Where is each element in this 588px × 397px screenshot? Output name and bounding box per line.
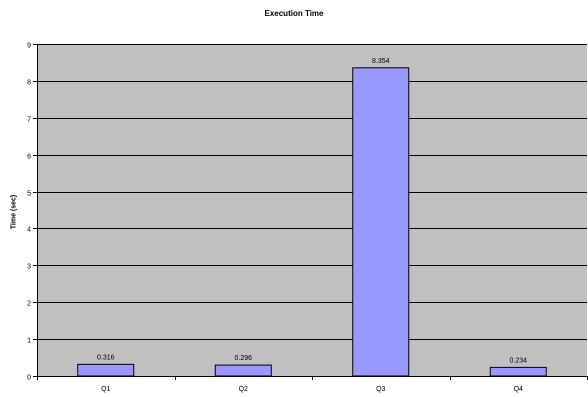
bar-q1 (77, 363, 135, 377)
x-tick-label: Q1 (101, 386, 110, 393)
data-labels: 0.316 0.296 8.354 0.234 (97, 58, 527, 365)
data-label: 0.316 (97, 354, 115, 361)
y-tick-label: 4 (27, 227, 31, 234)
y-tick-label: 8 (27, 80, 31, 87)
data-label: 0.234 (509, 357, 527, 364)
bar-q4 (489, 366, 547, 377)
y-tick-label: 1 (27, 338, 31, 345)
axes: 0 1 2 3 4 5 6 7 8 9 Q1 Q2 Q3 Q4 (27, 43, 588, 393)
y-tick-label: 6 (27, 154, 31, 161)
y-tick-label: 5 (27, 191, 31, 198)
y-tick-label: 3 (27, 264, 31, 271)
bar-q2 (214, 364, 272, 377)
x-tick-label: Q2 (239, 386, 248, 393)
bar-q3 (352, 67, 410, 377)
y-tick-label: 2 (27, 301, 31, 308)
data-label: 0.296 (234, 355, 252, 362)
y-tick-label: 9 (27, 43, 31, 50)
plot-area (37, 44, 587, 376)
chart-title: Execution Time (264, 9, 324, 18)
gridlines (37, 44, 587, 340)
x-tick-label: Q3 (376, 386, 385, 393)
x-tick-label: Q4 (514, 386, 523, 393)
y-tick-label: 7 (27, 117, 31, 124)
y-tick-label: 0 (27, 375, 31, 382)
data-label: 8.354 (372, 58, 390, 65)
